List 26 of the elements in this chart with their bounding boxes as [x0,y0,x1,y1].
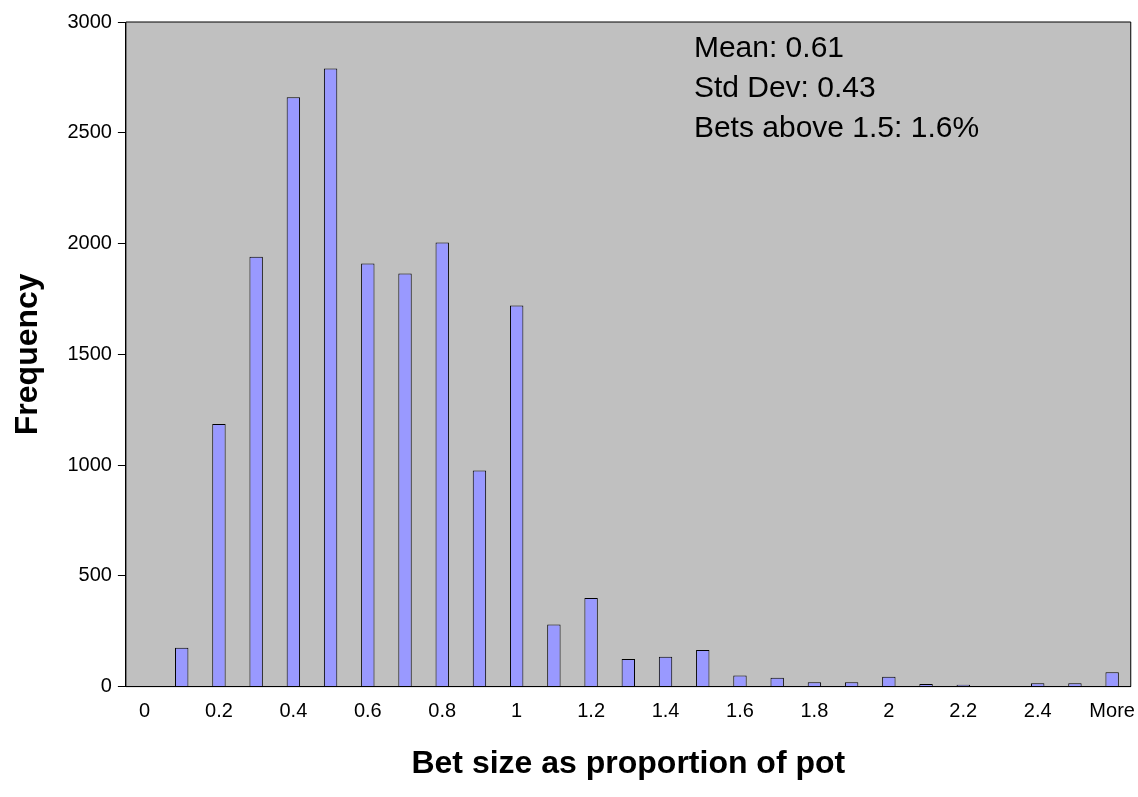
x-tick-label: 0 [138,699,151,722]
x-tick-label: 2 [883,699,895,722]
x-tick-label: 1.8 [800,699,829,722]
x-tick-label: 0.6 [353,699,382,722]
x-axis-title: Bet size as proportion of pot [411,743,846,780]
y-tick-label: 1500 [67,341,112,364]
x-tick-label: 1.6 [726,699,754,722]
y-tick-label: 1000 [67,452,112,475]
annotation: Mean: 0.61 [693,30,844,64]
x-tick-label: 2.4 [1023,699,1052,722]
y-tick-label: 500 [78,563,112,586]
x-tick-label: 1.4 [651,699,680,722]
y-tick-label: 3000 [67,9,112,32]
x-tick-label: 0.4 [279,699,308,722]
x-tick-label: 0.2 [205,699,233,722]
y-tick-label: 2500 [67,120,112,143]
x-tick-label: 1 [511,699,523,722]
x-tick-label: 2.2 [949,699,978,722]
x-tick-label: More [1089,699,1135,722]
annotation: Std Dev: 0.43 [693,70,876,104]
y-tick-label: 2000 [67,231,112,254]
y-tick-label: 0 [100,674,112,697]
x-tick-label: 1.2 [577,699,606,722]
y-axis-title: Frequency [8,273,45,436]
x-tick-label: 0.8 [428,699,457,722]
annotation: Bets above 1.5: 1.6% [693,110,980,144]
